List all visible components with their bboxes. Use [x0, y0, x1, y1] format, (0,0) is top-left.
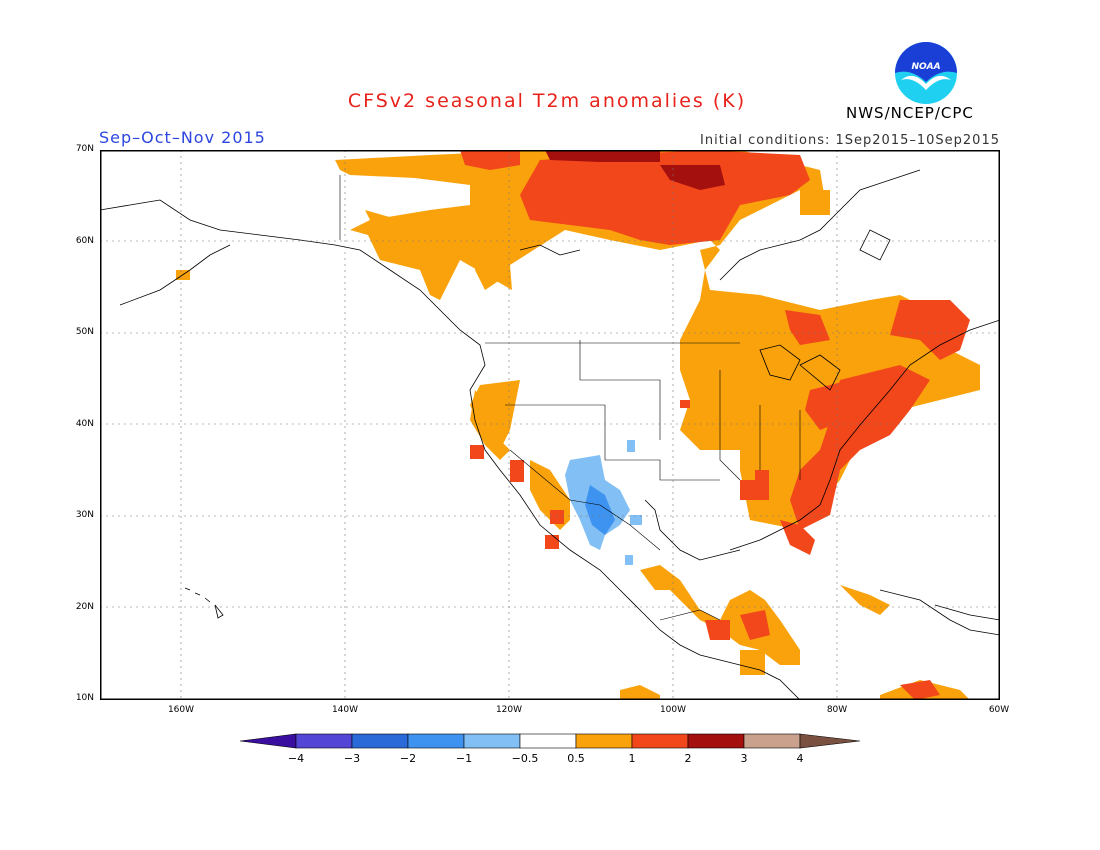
anomaly-region-2-3: [545, 150, 725, 190]
colorbar-segment-above-4: [799, 733, 861, 749]
lat-label-10n: 10N: [75, 693, 94, 703]
gridlines: [100, 150, 1000, 700]
colorbar-segment: [575, 733, 633, 749]
colorbar-label: 0.5: [567, 752, 585, 765]
lon-label-100w: 100W: [659, 705, 687, 715]
colorbar-segment: [407, 733, 465, 749]
lon-label-120w: 120W: [495, 705, 523, 715]
colorbar-label: 2: [684, 752, 692, 765]
lon-label-60w: 60W: [988, 705, 1010, 715]
season-label: Sep–Oct–Nov 2015: [99, 128, 266, 147]
colorbar-label: −0.5: [511, 752, 539, 765]
lat-label-20n: 20N: [75, 602, 94, 612]
anomaly-region-1-2: [460, 150, 970, 700]
lat-label-30n: 30N: [75, 510, 94, 520]
anomaly-region-cool: [565, 440, 642, 565]
noaa-logo: NOAA: [895, 42, 957, 104]
colorbar-label: 1: [628, 752, 636, 765]
lat-label-60n: 60N: [75, 236, 94, 246]
colorbar-label: −1: [455, 752, 473, 765]
lat-label-40n: 40N: [75, 419, 94, 429]
lon-label-140w: 140W: [331, 705, 359, 715]
colorbar-segment-below-minus4: [239, 733, 297, 749]
agency-label: NWS/NCEP/CPC: [846, 104, 974, 122]
colorbar-label: 4: [796, 752, 804, 765]
colorbar-segment: [743, 733, 801, 749]
hawaii-islands: [184, 587, 224, 619]
colorbar-label: −2: [399, 752, 417, 765]
initial-conditions-label: Initial conditions: 1Sep2015–10Sep2015: [700, 133, 1000, 148]
lat-label-50n: 50N: [75, 327, 94, 337]
colorbar-label: 3: [740, 752, 748, 765]
political-borders: [339, 175, 801, 621]
colorbar-segment: [519, 733, 577, 749]
colorbar-label: −4: [287, 752, 305, 765]
colorbar: [239, 733, 861, 749]
colorbar-segment: [631, 733, 689, 749]
colorbar-segment: [295, 733, 353, 749]
lat-label-70n: 70N: [75, 144, 94, 154]
map-title: CFSv2 seasonal T2m anomalies (K): [347, 90, 747, 112]
colorbar-segment: [351, 733, 409, 749]
colorbar-label: −3: [343, 752, 361, 765]
colorbar-segment: [687, 733, 745, 749]
colorbar-segment: [463, 733, 521, 749]
coastlines: [100, 169, 1000, 700]
map-panel: [100, 150, 1000, 700]
lon-label-80w: 80W: [826, 705, 848, 715]
lon-label-160w: 160W: [167, 705, 195, 715]
noaa-logo-text: NOAA: [911, 62, 940, 72]
